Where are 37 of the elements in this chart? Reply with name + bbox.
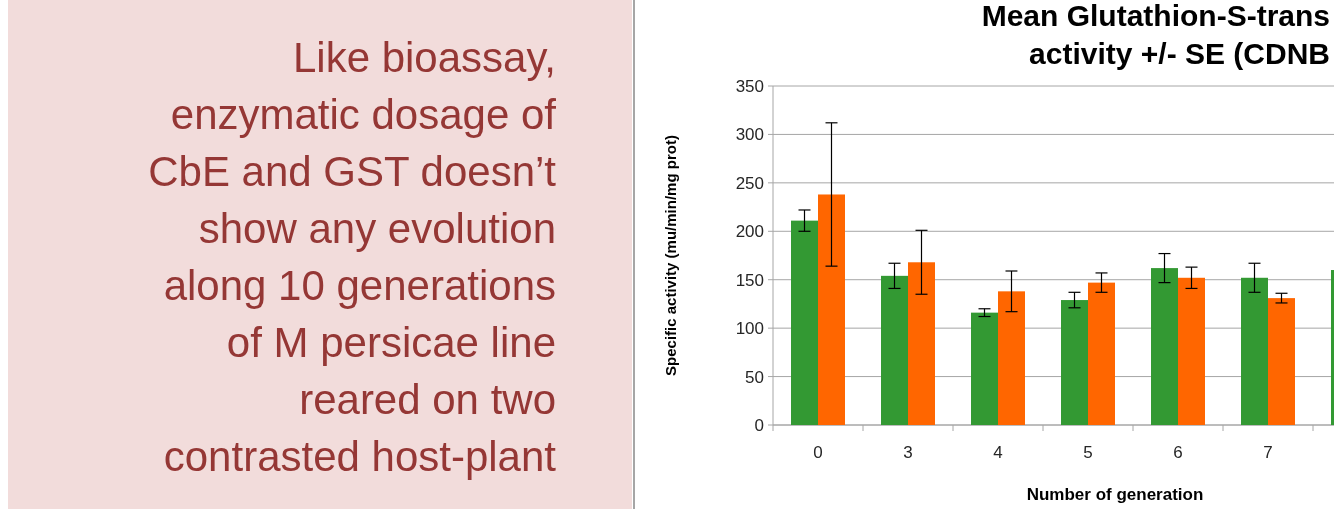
text: reared on two (299, 376, 556, 423)
x-tick-label: 0 (813, 443, 823, 462)
text: CbE and GST doesn’t (148, 148, 557, 195)
text: Like bioassay, (292, 34, 556, 81)
y-tick-label: 200 (735, 222, 764, 242)
y-tick-label: 50 (745, 367, 764, 387)
x-tick-label: 6 (1173, 443, 1183, 462)
y-axis-title: Specific activity (mu/min/mg prot) (662, 135, 679, 376)
bar (1268, 298, 1295, 425)
text: contrasted host-plant (163, 433, 557, 480)
bar (908, 262, 935, 425)
x-tick-label: 3 (903, 443, 913, 462)
bar (1088, 282, 1115, 425)
chart-title: Mean Glutathion-S-trans activity +/- SE (CDNB (981, 0, 1330, 70)
bar (998, 291, 1025, 425)
bar (1061, 300, 1088, 425)
text: of M persicae line (226, 319, 556, 366)
y-tick-label: 250 (735, 173, 764, 193)
text: enzymatic dosage of (170, 91, 557, 138)
bar (971, 312, 998, 425)
x-tick-label: 7 (1263, 443, 1273, 462)
bar (1178, 277, 1205, 425)
text: show any evolution (198, 205, 556, 252)
y-tick-label: 0 (754, 415, 764, 435)
bar (791, 220, 818, 425)
bar (1241, 277, 1268, 425)
bar (818, 194, 845, 425)
y-tick-label: 350 (735, 76, 764, 96)
y-tick-label: 100 (735, 319, 764, 339)
bar (881, 275, 908, 425)
x-tick-label: 4 (993, 443, 1003, 462)
bar (1151, 268, 1178, 425)
x-tick-label: 5 (1083, 443, 1093, 462)
text: along 10 generations (163, 262, 556, 309)
y-tick-label: 150 (735, 270, 764, 290)
y-tick-label: 300 (735, 125, 764, 145)
x-axis-title: Number of generation (1026, 485, 1204, 504)
